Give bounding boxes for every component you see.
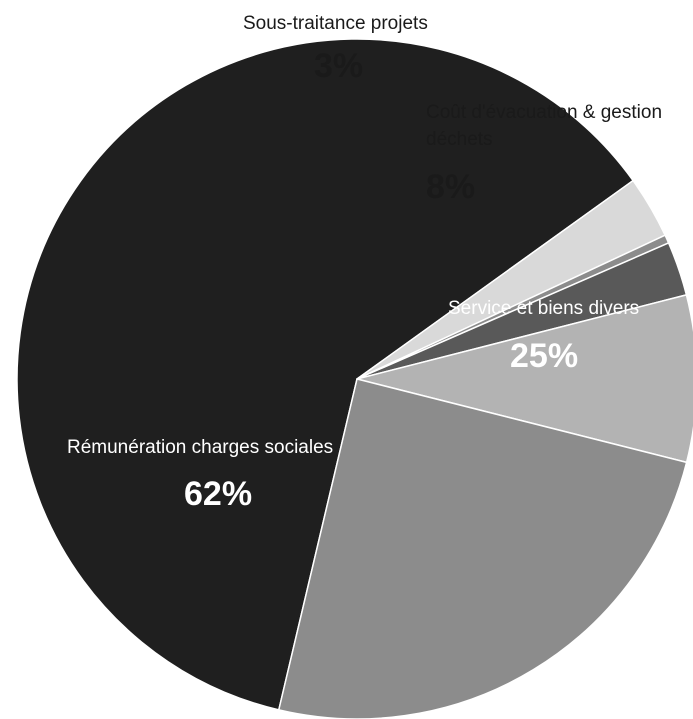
slice-value-evacuation: 8% (426, 168, 476, 206)
slice-value-sous-traitance: 3% (314, 47, 364, 85)
slice-label-remuneration: Rémunération charges sociales (67, 437, 334, 458)
slice-label-sous-traitance: Sous-traitance projets (243, 13, 428, 34)
pie-slice-0 (16, 38, 634, 711)
slice-value-remuneration: 62% (184, 475, 253, 513)
pie-slice-4 (356, 294, 693, 464)
slice-label-evacuation: Coût d'évacuation & gestion déchets (426, 102, 663, 150)
slice-value-services: 25% (510, 337, 579, 375)
slice-label-services: Service et biens divers (448, 298, 640, 319)
